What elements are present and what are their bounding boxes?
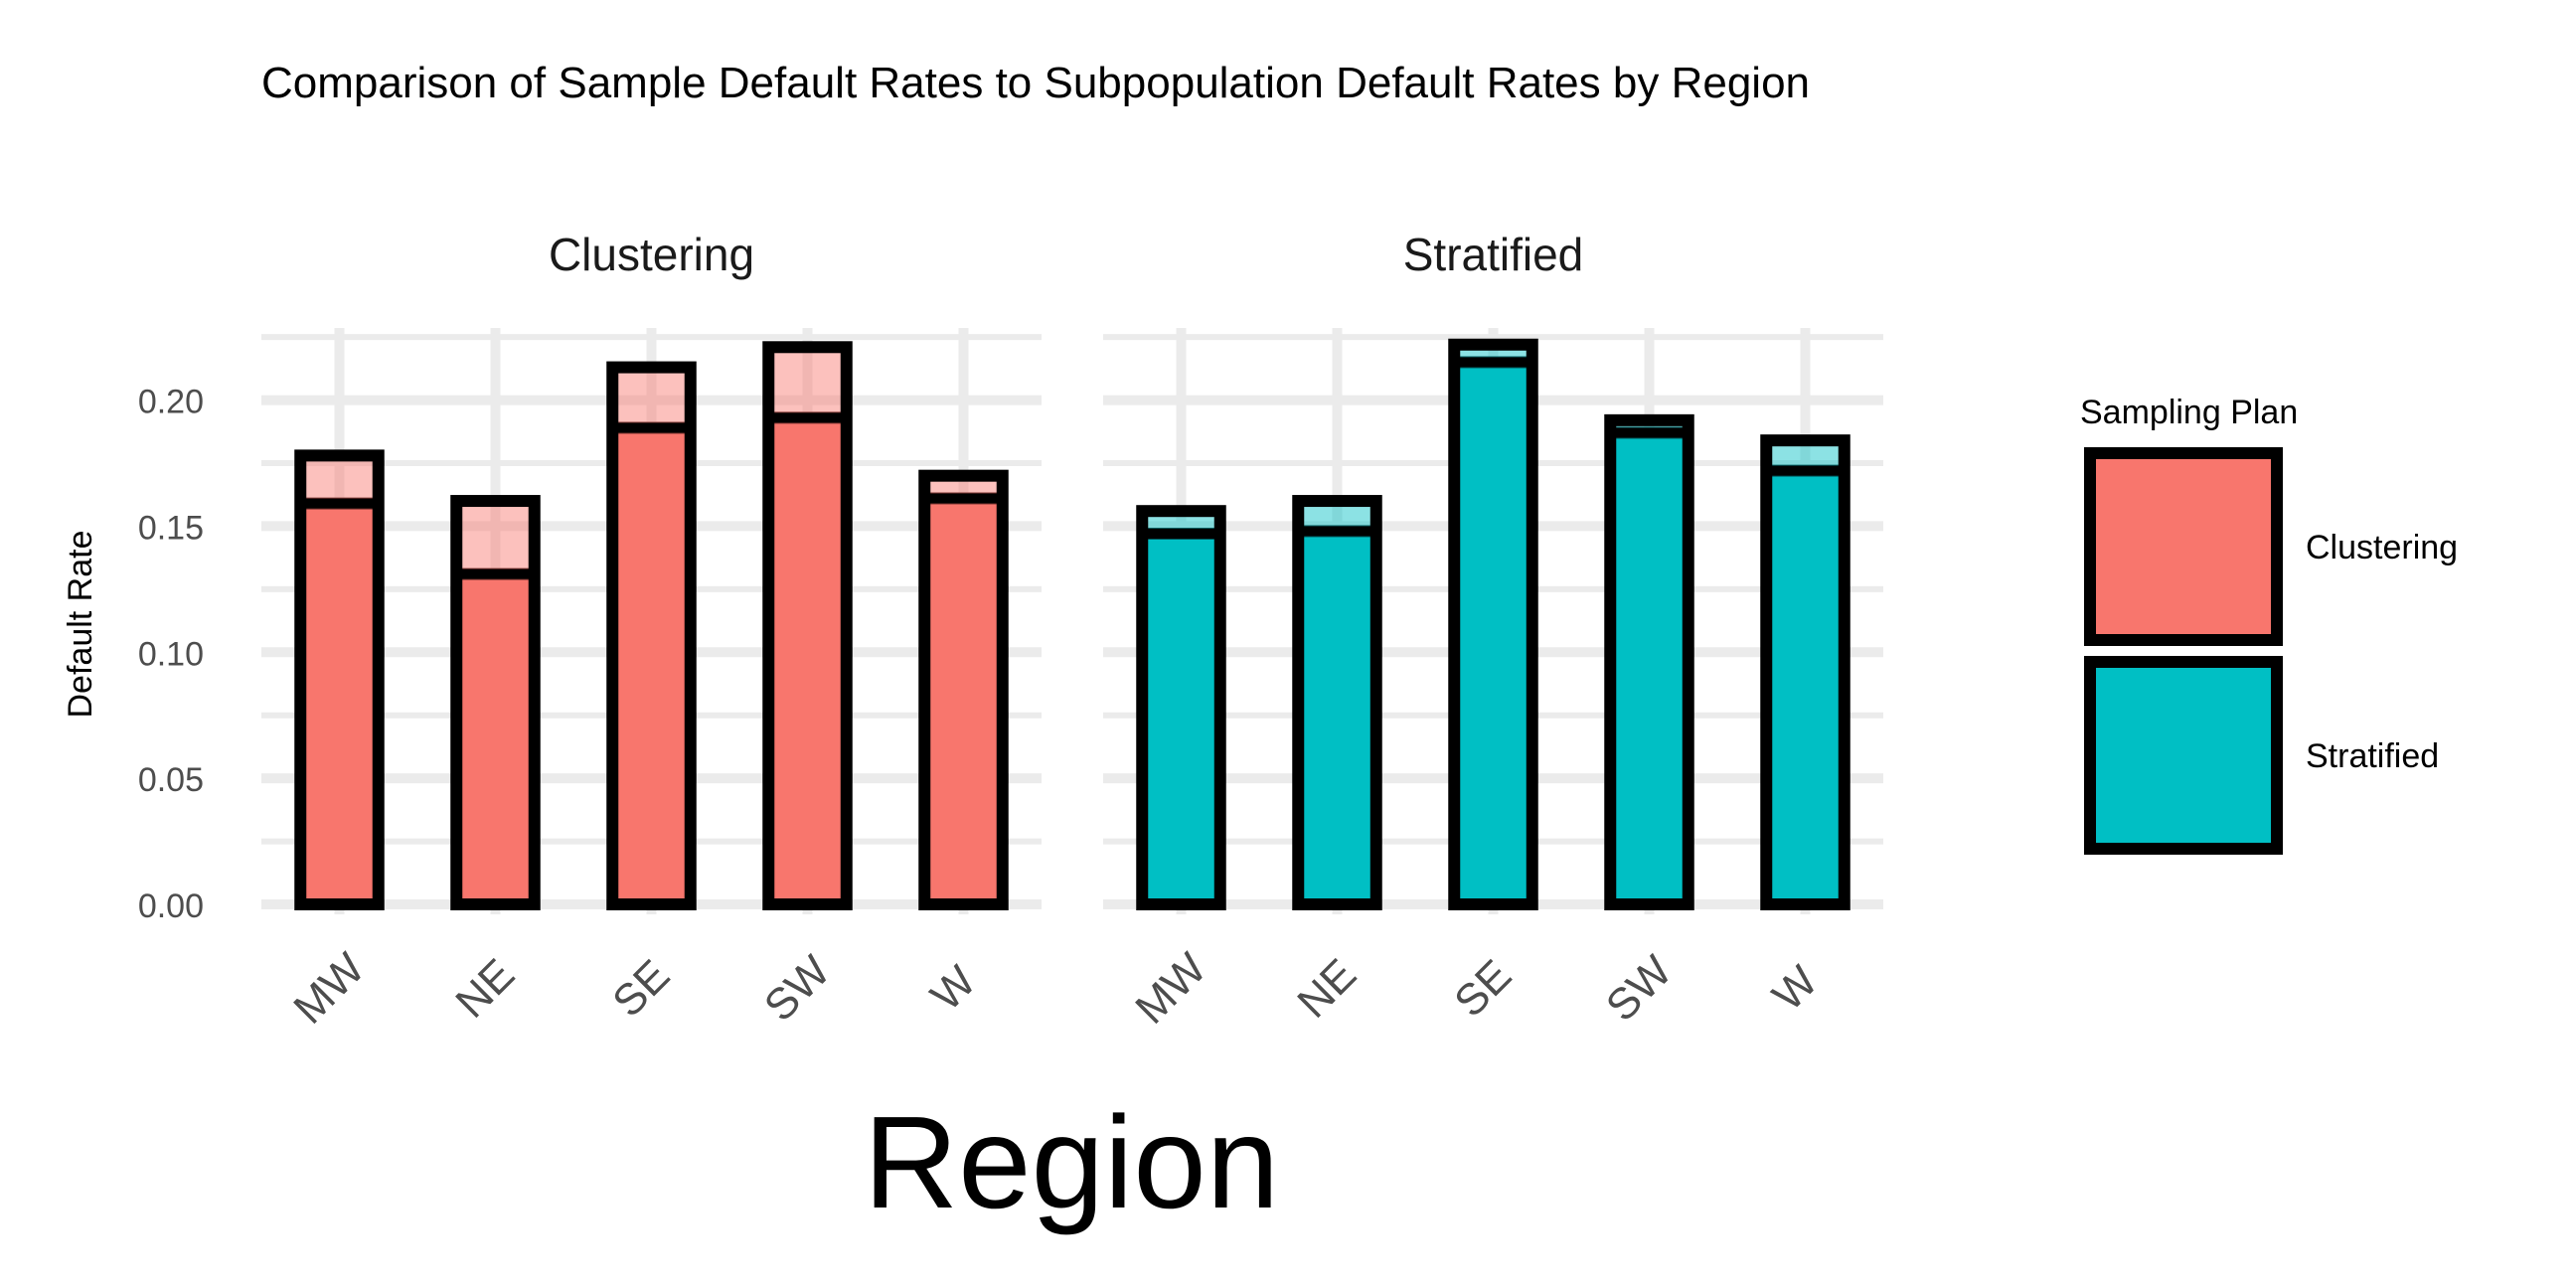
bar-subpopulation-clustering-mw	[300, 503, 379, 904]
panel-stratified: Stratified MW NE SE SW W	[1103, 229, 1883, 1034]
bar-subpopulation-stratified-w	[1766, 470, 1845, 904]
bar-sample-excess-clustering-mw	[300, 455, 379, 504]
bar-subpopulation-clustering-ne	[456, 573, 535, 904]
bar-sample-outline-stratified-sw	[1604, 413, 1694, 910]
legend-title: Sampling Plan	[2080, 394, 2298, 431]
legend: Sampling Plan Clustering Stratified	[2080, 394, 2458, 855]
bar-sample-excess-clustering-ne	[456, 501, 535, 574]
x-tick-label-stratified-ne: NE	[1288, 950, 1366, 1028]
y-tick-label: 0.05	[138, 761, 204, 799]
bar-sample-outline-clustering-se	[606, 361, 697, 910]
bar-sample-outline-clustering-sw	[762, 341, 853, 910]
panel-clustering: Clustering MW NE SE SW W	[261, 229, 1042, 1034]
x-tick-label-stratified-w: W	[1763, 956, 1827, 1020]
bar-sample-excess-clustering-sw	[768, 347, 847, 418]
legend-item-clustering: Clustering	[2084, 447, 2458, 646]
panel-strip-label-clustering: Clustering	[549, 229, 754, 280]
y-axis: 0.00 0.05 0.10 0.15 0.20	[138, 384, 204, 925]
bar-subpopulation-clustering-se	[612, 427, 691, 904]
bar-sample-excess-clustering-se	[612, 367, 691, 428]
y-tick-label: 0.20	[138, 384, 204, 421]
legend-swatch-stratified	[2084, 656, 2283, 855]
bar-subpopulation-stratified-se	[1454, 362, 1532, 904]
y-tick-label: 0.00	[138, 887, 204, 925]
bar-sample-outline-stratified-se	[1448, 338, 1538, 910]
bar-sample-outline-stratified-w	[1760, 434, 1851, 910]
y-tick-label: 0.10	[138, 635, 204, 673]
legend-item-stratified: Stratified	[2084, 656, 2439, 855]
y-axis-label: Default Rate	[62, 531, 99, 719]
bar-sample-outline-clustering-w	[918, 469, 1009, 910]
bar-subpopulation-clustering-sw	[768, 417, 847, 904]
bar-subpopulation-stratified-ne	[1298, 531, 1376, 904]
legend-label-clustering: Clustering	[2306, 529, 2458, 566]
x-tick-label-clustering-w: W	[921, 956, 985, 1020]
legend-swatch-clustering	[2084, 447, 2283, 646]
bar-sample-outline-clustering-mw	[294, 449, 385, 910]
bar-sample-outline-clustering-ne	[450, 495, 541, 910]
x-tick-label-clustering-ne: NE	[446, 950, 524, 1028]
bar-subpopulation-stratified-sw	[1610, 432, 1689, 904]
x-tick-label-stratified-mw: MW	[1126, 943, 1215, 1033]
bar-sample-outline-stratified-ne	[1292, 495, 1382, 910]
bar-subpopulation-stratified-mw	[1142, 534, 1220, 904]
x-tick-label-clustering-mw: MW	[284, 943, 374, 1033]
bar-subpopulation-clustering-w	[924, 498, 1003, 904]
chart-title: Comparison of Sample Default Rates to Su…	[261, 59, 1810, 107]
y-tick-label: 0.15	[138, 509, 204, 547]
legend-label-stratified: Stratified	[2306, 737, 2439, 775]
x-tick-label-clustering-sw: SW	[755, 946, 840, 1031]
x-tick-label-stratified-sw: SW	[1597, 946, 1682, 1031]
bar-sample-outline-stratified-mw	[1136, 505, 1226, 910]
x-tick-label-stratified-se: SE	[1445, 951, 1521, 1027]
x-tick-label-clustering-se: SE	[603, 951, 679, 1027]
x-axis-label: Region	[864, 1089, 1279, 1235]
panel-strip-label-stratified: Stratified	[1403, 229, 1584, 280]
